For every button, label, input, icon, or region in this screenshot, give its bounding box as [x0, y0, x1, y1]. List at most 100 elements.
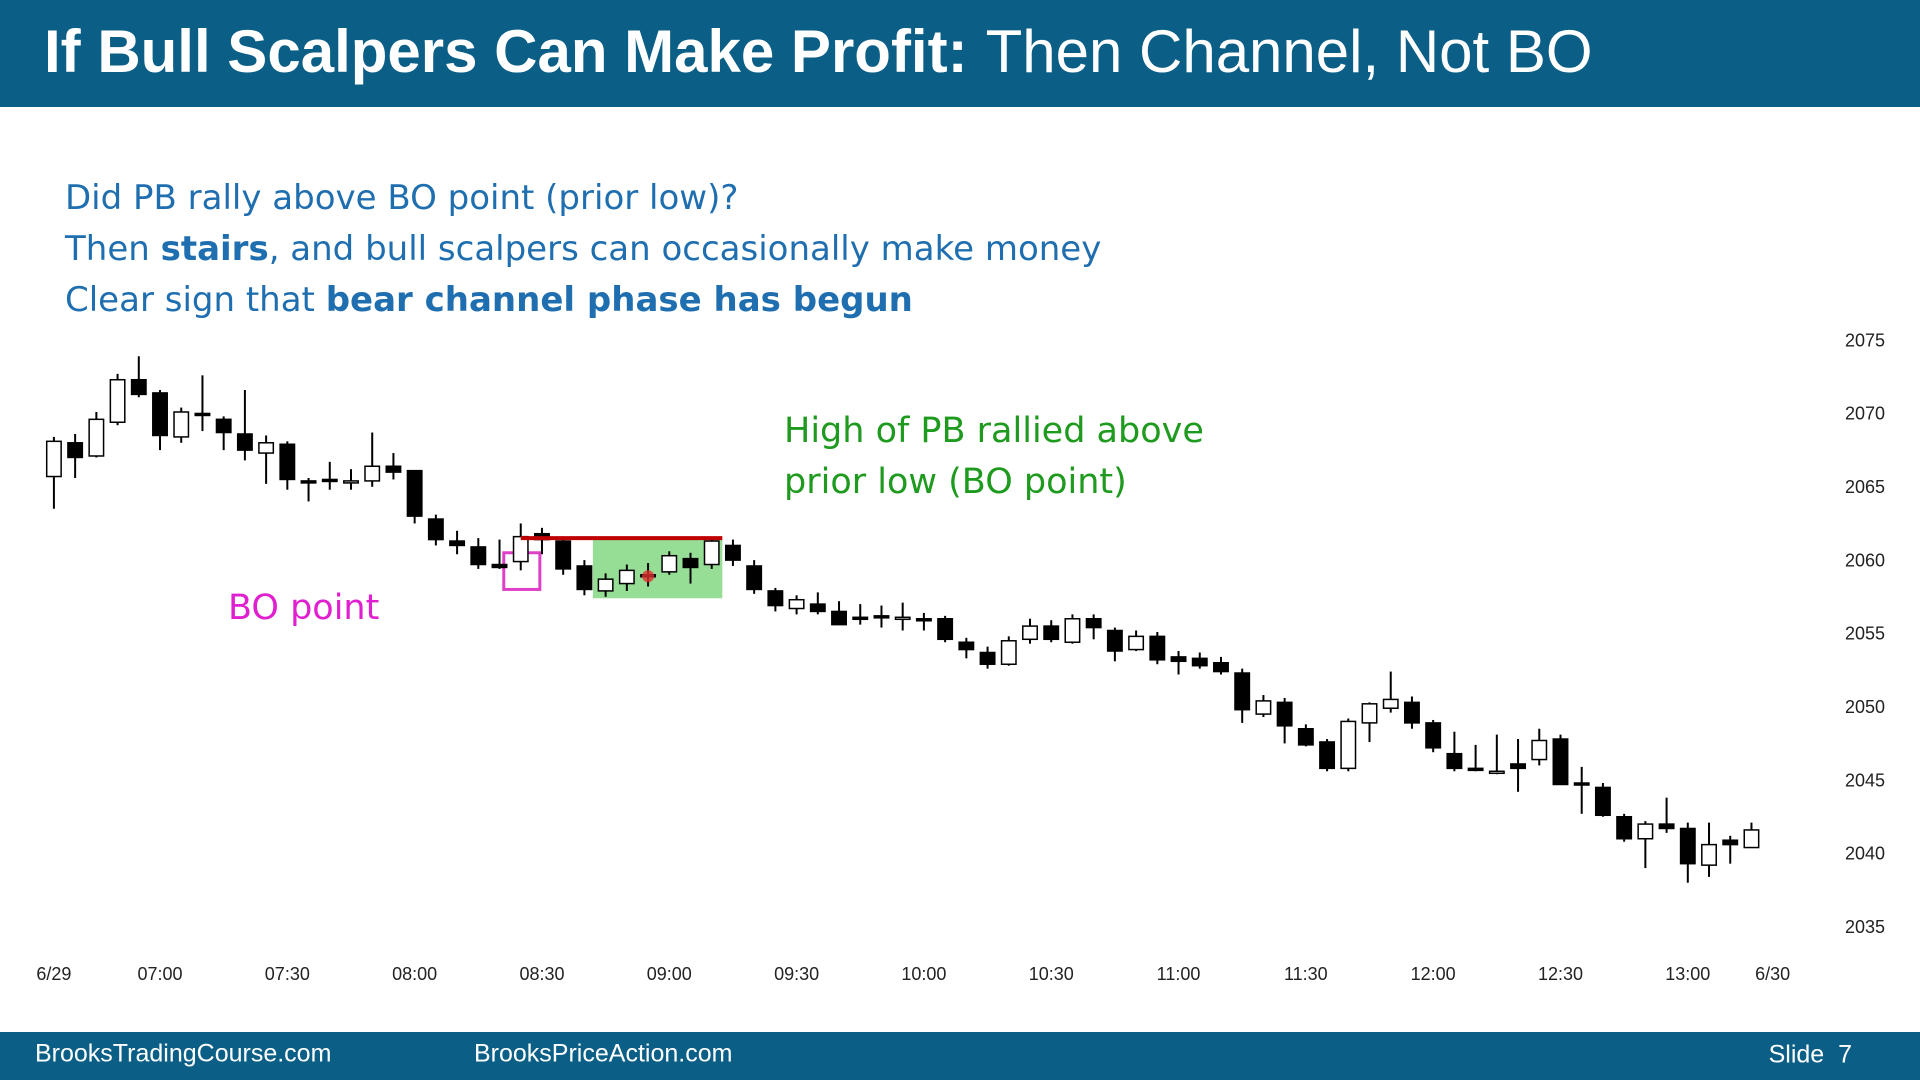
candle-body-down [279, 443, 296, 481]
x-tick-label: 09:00 [647, 964, 692, 984]
candle-body-down [852, 616, 869, 621]
candle-body-down [1085, 618, 1102, 629]
x-tick-label: 12:30 [1538, 964, 1583, 984]
candle-body-down [236, 433, 253, 451]
header-band [0, 0, 1920, 107]
candle-body-down [1234, 672, 1251, 711]
x-tick-label: 10:30 [1029, 964, 1074, 984]
candle-body-down [915, 618, 932, 622]
footer-band [0, 1032, 1920, 1080]
x-tick-label: 07:30 [265, 964, 310, 984]
y-tick-label: 2045 [1845, 770, 1885, 790]
candle-body-down [67, 442, 84, 459]
candle-body-down [1276, 701, 1293, 727]
candle-body-up [1361, 703, 1378, 724]
candle-body-down [1594, 786, 1611, 817]
candle-body-down [1510, 763, 1527, 770]
candle-body-up [173, 411, 190, 438]
x-tick-label: 12:00 [1411, 964, 1456, 984]
candle-body-down [1106, 629, 1123, 652]
candle-body-down [152, 392, 168, 437]
candle-body-down [873, 615, 890, 619]
x-tick-label: 08:30 [519, 964, 564, 984]
candle-body-up [258, 442, 275, 454]
y-tick-label: 2040 [1845, 844, 1885, 864]
x-tick-label: 13:00 [1665, 964, 1710, 984]
candle-body-up [1340, 720, 1357, 770]
footer-left: BrooksTradingCourse.com [35, 1040, 331, 1068]
candle-body-down [1297, 728, 1314, 746]
candle-body-down [427, 518, 444, 541]
candle-body-down [1403, 701, 1420, 724]
candle-body-down [958, 641, 975, 651]
annotation: BO point [228, 588, 379, 628]
note-line: Did PB rally above BO point (prior low)? [65, 178, 738, 218]
candle-body-down [406, 469, 423, 517]
candle-body-down [321, 478, 338, 483]
candle-body-up [1000, 640, 1017, 665]
notes: Did PB rally above BO point (prior low)?… [64, 178, 1101, 320]
candle-body-down [831, 610, 847, 626]
footer-middle: BrooksPriceAction.com [474, 1040, 732, 1068]
candle-body-down [724, 544, 741, 561]
candle-body-down [682, 557, 699, 569]
x-tick-label: 11:00 [1157, 964, 1201, 984]
highlight-dot [642, 570, 655, 583]
candle-body-down [385, 465, 402, 473]
x-tick-label: 07:00 [137, 964, 182, 984]
candle-body-down [1446, 752, 1463, 770]
y-tick-label: 2070 [1845, 404, 1885, 424]
candle-body-down [130, 378, 147, 396]
candle-body-up [45, 440, 62, 478]
candle-body-down [809, 603, 826, 613]
footer-right: Slide 7 [1769, 1041, 1852, 1069]
candle-body-down [470, 546, 487, 566]
y-tick-label: 2050 [1845, 697, 1885, 717]
candle-body-down [746, 565, 763, 591]
candle-body-up [109, 378, 126, 424]
y-tick-label: 2075 [1845, 330, 1885, 350]
candle-body-up [597, 578, 614, 592]
candle-body-down [300, 480, 317, 484]
candle-body-up [343, 480, 359, 484]
candle-body-down [491, 563, 508, 569]
candle-body-up [788, 598, 805, 610]
x-tick-label: 11:30 [1284, 964, 1328, 984]
slide-title: If Bull Scalpers Can Make Profit: Then Ch… [44, 18, 1593, 85]
candle-body-up [1064, 618, 1081, 643]
x-tick-label: 6/29 [36, 964, 71, 984]
candle-body-down [979, 651, 996, 665]
candle-body-down [1425, 722, 1442, 749]
candle-body-up [1255, 700, 1272, 715]
highlight-box [592, 539, 723, 599]
candle-body-up [1701, 843, 1717, 866]
candle-body-up [88, 418, 105, 457]
candle-body-up [512, 535, 529, 563]
x-tick-label: 6/30 [1755, 964, 1790, 984]
candle-body-up [661, 554, 678, 573]
note-text: , and bull scalpers can occasionally mak… [269, 229, 1102, 269]
candle-body-up [1382, 698, 1399, 709]
candle-body-down [1191, 657, 1208, 667]
x-tick-label: 10:00 [901, 964, 946, 984]
y-tick-label: 2055 [1845, 624, 1885, 644]
x-tick-label: 08:00 [392, 964, 437, 984]
candle-body-up [894, 616, 911, 621]
candle-body-down [1552, 738, 1569, 786]
candle-body-down [555, 540, 572, 570]
candle-body-down [767, 590, 784, 607]
chart: 2035 2040 2045 2050 2055 2060 2065 2070 2075 6/29… [36, 330, 1885, 983]
candle-body-down [1149, 635, 1166, 661]
candle-body-down [1043, 625, 1060, 641]
candle-body-down [1573, 782, 1590, 786]
candle-body-up [1637, 823, 1654, 840]
candle-body-up [618, 569, 635, 585]
note-bold: stairs [161, 229, 269, 269]
annotation: High of PB rallied above [784, 411, 1204, 451]
candle-body-down [215, 418, 232, 434]
candle-body-down [1213, 662, 1229, 673]
note-text: Then [64, 229, 161, 269]
candle-body-up [1022, 625, 1038, 641]
